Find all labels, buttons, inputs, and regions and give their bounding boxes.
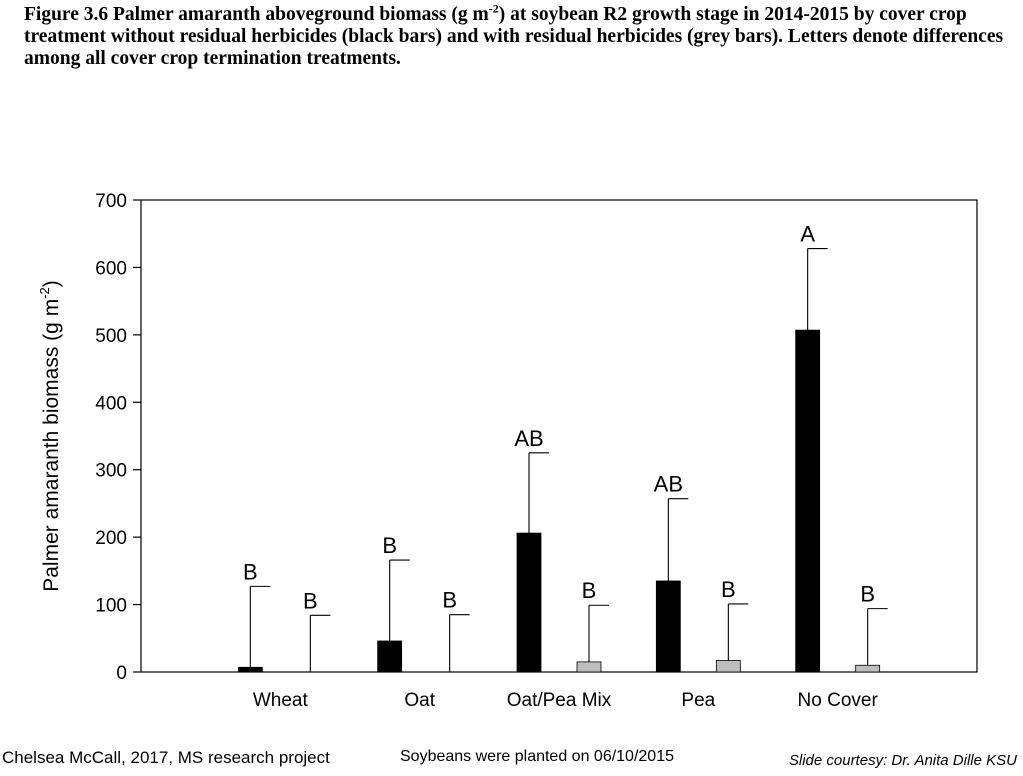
caption-superscript: -2 bbox=[488, 1, 499, 16]
significance-letter: B bbox=[860, 582, 875, 607]
significance-letter: B bbox=[721, 577, 736, 602]
bar bbox=[237, 666, 263, 673]
y-tick-label: 700 bbox=[95, 191, 127, 212]
significance-letter: B bbox=[243, 559, 258, 584]
y-tick-label: 200 bbox=[95, 528, 127, 549]
significance-letter: B bbox=[382, 533, 397, 558]
footer-planting-date: Soybeans were planted on 06/10/2015 bbox=[400, 748, 674, 765]
bar bbox=[715, 660, 741, 673]
significance-letter: A bbox=[800, 222, 815, 247]
x-tick-label: Oat bbox=[404, 690, 435, 711]
bar bbox=[516, 532, 542, 673]
significance-letter: B bbox=[442, 588, 457, 613]
y-tick-label: 0 bbox=[116, 663, 127, 684]
x-tick-label: Pea bbox=[681, 690, 715, 711]
x-tick-label: Oat/Pea Mix bbox=[507, 690, 612, 711]
footer-courtesy: Slide courtesy: Dr. Anita Dille KSU bbox=[788, 752, 1017, 769]
bar bbox=[655, 580, 681, 673]
plot-frame bbox=[140, 199, 978, 673]
y-tick-label: 100 bbox=[95, 596, 127, 617]
x-tick-label: No Cover bbox=[798, 690, 879, 711]
bar bbox=[795, 329, 821, 673]
y-tick-label: 400 bbox=[95, 393, 127, 414]
y-tick-label: 300 bbox=[95, 461, 127, 482]
y-axis-label: Palmer amaranth biomass (g m-2) bbox=[37, 280, 63, 592]
y-tick-label: 500 bbox=[95, 326, 127, 347]
bar bbox=[855, 664, 881, 673]
x-tick-label: Wheat bbox=[253, 690, 309, 711]
caption-suffix: ) at soybean R2 growth stage in 2014-201… bbox=[24, 4, 1004, 69]
significance-letter: B bbox=[582, 578, 597, 603]
significance-letter: B bbox=[303, 588, 318, 613]
figure-caption: Figure 3.6 Palmer amaranth aboveground b… bbox=[24, 1, 1014, 70]
caption-prefix: Figure 3.6 Palmer amaranth aboveground b… bbox=[24, 4, 489, 25]
footer-author: Chelsea McCall, 2017, MS research projec… bbox=[2, 748, 330, 767]
y-tick-label: 600 bbox=[95, 258, 127, 279]
bar bbox=[576, 661, 602, 673]
significance-letter: AB bbox=[514, 426, 543, 451]
bar bbox=[377, 640, 403, 673]
biomass-bar-chart: 0 100 200 300 400 500 600 700 Palmer amaranth bi… bbox=[37, 191, 978, 711]
significance-letter: AB bbox=[654, 472, 683, 497]
